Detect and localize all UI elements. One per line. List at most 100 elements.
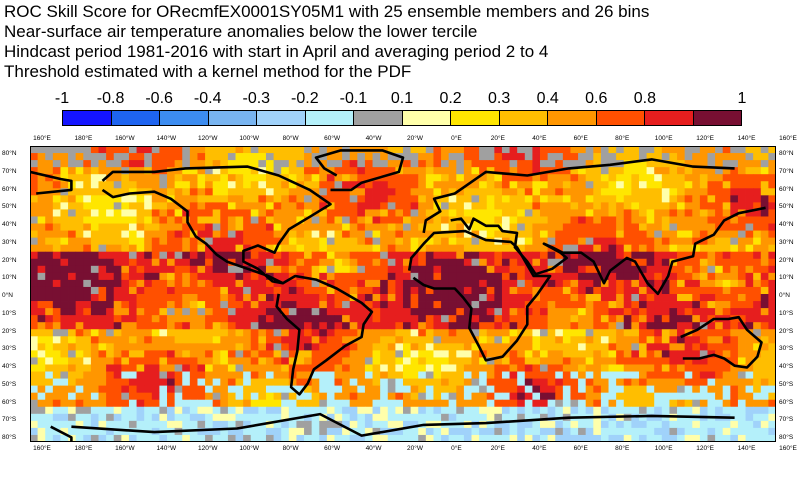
colorbar-label: 0.1 [390, 90, 414, 107]
coastline-australia [680, 315, 763, 369]
coastline-antarctica [71, 412, 735, 437]
lon-tick-bottom: 120°W [197, 445, 218, 452]
skill-score-map [30, 146, 776, 442]
lon-tick-top: 80°W [282, 135, 299, 142]
lon-tick-bottom: 20°W [407, 445, 423, 452]
colorbar-label: 0.3 [488, 90, 511, 107]
colorbar-swatch [160, 111, 209, 125]
lat-tick-left: 70°S [2, 416, 17, 424]
lon-tick-top: 160°W [115, 135, 135, 142]
lon-tick-top: 100°E [654, 135, 673, 142]
lon-tick-top: 100°W [239, 135, 260, 142]
lat-tick-right: 10°N [779, 274, 794, 282]
lon-tick-top: 160°E [33, 135, 51, 142]
colorbar-swatch [208, 111, 257, 125]
lat-tick-left: 40°N [2, 221, 17, 228]
lon-tick-top: 120°E [696, 135, 714, 142]
title-line-1: ROC Skill Score for ORecmfEX0001SY05M1 w… [4, 2, 650, 21]
lon-tick-top: 40°E [532, 135, 547, 142]
lon-tick-bottom: 40°E [532, 445, 547, 452]
lat-tick-right: 80°N [779, 150, 794, 157]
colorbar-label: 0.6 [585, 90, 608, 107]
colorbar-swatch [111, 111, 160, 125]
lat-tick-left: 60°N [2, 185, 17, 193]
lat-tick-left: 10°S [2, 309, 17, 317]
lat-tick-right: 30°N [779, 238, 794, 246]
lon-tick-top: 160°E [779, 135, 797, 142]
coastline-greenland [314, 149, 405, 192]
lat-tick-right: 70°N [779, 167, 794, 175]
lon-tick-bottom: 80°E [615, 445, 630, 452]
colorbar-label: 0.8 [633, 90, 656, 107]
colorbar-swatch [548, 111, 597, 125]
colorbar-label: -0.1 [339, 90, 368, 107]
lat-tick-left: 20°S [2, 327, 17, 335]
title-block: ROC Skill Score for ORecmfEX0001SY05M1 w… [4, 2, 799, 82]
colorbar-swatch [693, 111, 741, 125]
colorbar-label: -1 [54, 90, 70, 107]
lon-tick-bottom: 80°W [282, 445, 299, 452]
lat-tick-right: 80°S [779, 434, 794, 441]
lat-tick-right: 20°N [779, 256, 794, 264]
lat-tick-left: 50°N [2, 203, 17, 211]
score-cells [30, 146, 776, 442]
colorbar-label: -0.2 [291, 90, 319, 107]
lon-tick-bottom: 120°E [696, 445, 714, 452]
title-line-2: Near-surface air temperature anomalies b… [4, 22, 478, 41]
lon-tick-bottom: 60°E [573, 445, 588, 452]
colorbar-swatch [499, 111, 548, 125]
lon-tick-top: 0°E [451, 135, 462, 142]
lon-tick-bottom: 40°W [365, 445, 382, 452]
colorbar-label: -0.4 [193, 90, 222, 107]
lon-tick-top: 60°E [573, 135, 588, 142]
colorbar-label: 1 [737, 90, 747, 107]
lon-tick-bottom: 140°W [156, 445, 177, 452]
lat-tick-left: 0°N [2, 292, 13, 299]
coastline-africa [407, 229, 552, 362]
lat-tick-right: 20°S [779, 327, 794, 335]
lat-tick-right: 30°S [779, 345, 794, 353]
coastline-antarctica [50, 425, 73, 442]
colorbar-swatch [257, 111, 306, 125]
lon-tick-top: 120°W [197, 135, 218, 142]
lon-tick-bottom: 60°W [324, 445, 341, 452]
lon-tick-top: 20°W [407, 135, 423, 142]
title-line-3: Hindcast period 1981-2016 with start in … [4, 42, 549, 61]
coastline-eurasia [422, 158, 735, 234]
lon-tick-top: 140°W [156, 135, 177, 142]
lat-tick-right: 0°N [779, 292, 790, 299]
lat-tick-left: 50°S [2, 380, 17, 388]
lon-tick-bottom: 100°W [239, 445, 260, 452]
coastline-south-america [275, 274, 374, 396]
lat-tick-right: 10°S [779, 309, 794, 317]
map-border [30, 146, 776, 442]
lat-tick-left: 20°N [2, 256, 17, 264]
lat-tick-right: 40°S [779, 363, 794, 370]
lon-tick-bottom: 160°W [115, 445, 135, 452]
lon-tick-bottom: 100°E [654, 445, 673, 452]
colorbar-swatch [645, 111, 694, 125]
lat-tick-left: 60°S [2, 398, 17, 406]
colorbar-swatch [63, 111, 112, 125]
coastline-eurasia [30, 170, 73, 195]
lat-tick-left: 30°S [2, 345, 17, 353]
lat-tick-left: 80°N [2, 150, 17, 157]
coastlines [30, 149, 766, 442]
lon-tick-top: 40°W [365, 135, 382, 142]
colorbar-swatch [596, 111, 645, 125]
lon-tick-bottom: 180°E [74, 445, 93, 452]
lon-tick-top: 140°E [737, 135, 756, 142]
coastline-north-america [101, 165, 332, 285]
lon-tick-top: 60°W [324, 135, 341, 142]
lon-tick-bottom: 140°E [737, 445, 756, 452]
coastline-eurasia [450, 206, 766, 296]
colorbar-label: -0.8 [96, 90, 125, 107]
colorbar-label: -0.6 [145, 90, 173, 107]
lat-tick-right: 60°N [779, 185, 794, 193]
colorbar-label: 0.2 [439, 90, 462, 107]
lat-tick-left: 10°N [2, 274, 17, 282]
lon-tick-top: 80°E [615, 135, 630, 142]
colorbar-label: 0.4 [536, 90, 559, 107]
colorbar [62, 110, 742, 126]
map-area [30, 146, 776, 442]
